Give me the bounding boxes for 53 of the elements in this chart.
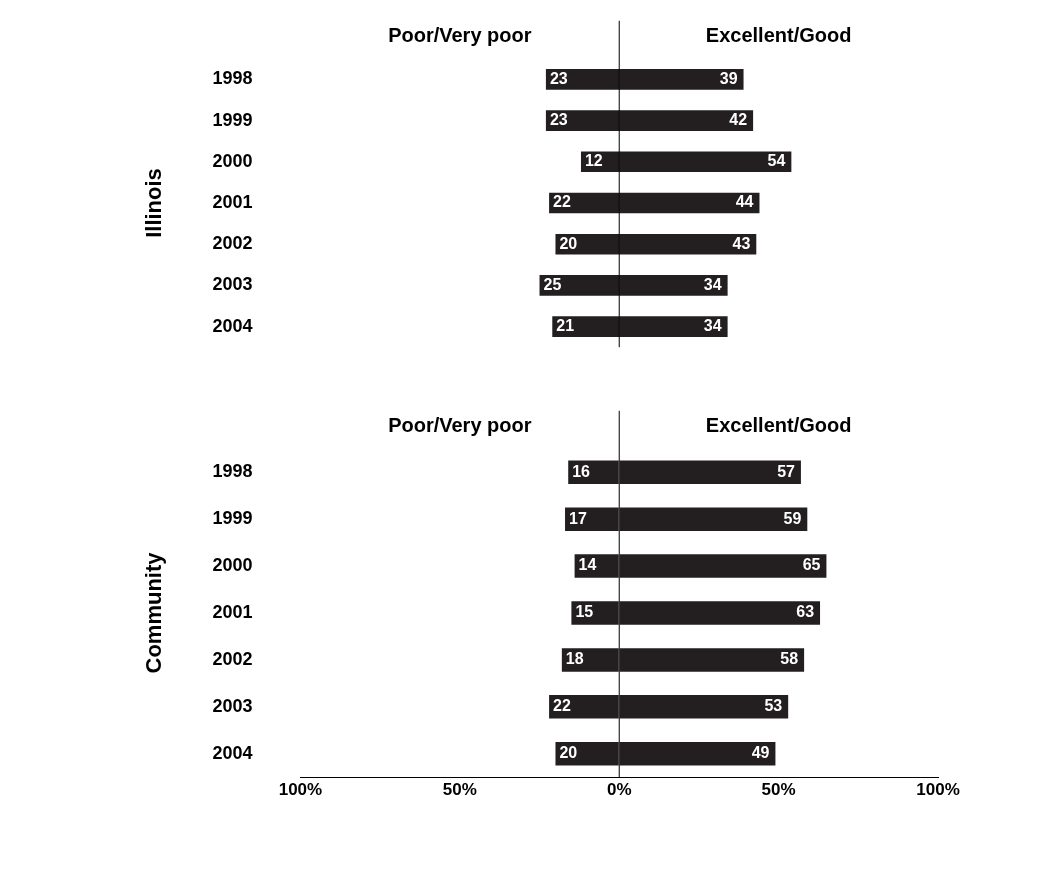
data-label: 12 [584, 152, 603, 170]
y-tick-label: 1998 [212, 461, 253, 482]
y-axis-title: Community [141, 551, 167, 674]
data-label: 14 [578, 556, 597, 574]
data-label: 17 [569, 509, 587, 527]
y-tick-label: 2002 [212, 233, 253, 254]
data-label: 49 [751, 744, 770, 762]
data-label: 53 [764, 697, 783, 715]
y-tick-label: 2004 [212, 742, 253, 763]
data-label: 18 [565, 650, 584, 668]
data-label: 57 [777, 462, 796, 480]
series-label: Excellent/Good [705, 414, 852, 437]
y-tick-label: 1998 [212, 68, 253, 89]
y-tick-label: 2001 [212, 601, 253, 622]
data-label: 54 [767, 152, 786, 170]
data-label: 20 [559, 234, 578, 252]
y-tick-label: 2000 [212, 150, 253, 171]
data-label: 22 [553, 193, 571, 211]
data-label: 16 [572, 462, 591, 480]
y-axis-title: Illinois [141, 168, 167, 238]
data-label: 20 [559, 744, 578, 762]
x-tick-label: 100% [916, 780, 960, 800]
text: Poor/Very poor [388, 414, 532, 437]
y-tick-label: 2003 [212, 274, 253, 295]
x-tick-label: 50% [442, 780, 477, 800]
data-label: 42 [729, 111, 748, 129]
data-label: 34 [703, 317, 722, 335]
x-tick-label: 0% [606, 780, 632, 800]
data-label: 23 [549, 111, 568, 129]
data-label: 21 [556, 317, 575, 335]
data-label: 22 [553, 697, 571, 715]
data-label: 23 [549, 69, 568, 87]
series-label: Poor/Very poor [388, 24, 532, 47]
y-tick-label: 1999 [212, 508, 253, 529]
y-tick-label: 2003 [212, 695, 253, 716]
data-label: 59 [783, 509, 802, 527]
y-tick-label: 2002 [212, 648, 253, 669]
data-label: 44 [735, 193, 754, 211]
y-tick-label: 2001 [212, 191, 253, 212]
data-label: 58 [780, 650, 799, 668]
data-label: 65 [802, 556, 821, 574]
y-tick-label: 2004 [212, 315, 253, 336]
x-tick-label: 50% [761, 780, 796, 800]
data-label: 43 [732, 234, 751, 252]
y-tick-label: 2000 [212, 555, 253, 576]
data-label: 25 [543, 275, 562, 293]
data-label: 34 [703, 275, 722, 293]
x-tick-label: 100% [278, 780, 323, 800]
data-label: 15 [575, 603, 594, 621]
y-tick-label: 1999 [212, 109, 253, 130]
data-label: 39 [719, 69, 738, 87]
series-label: Excellent/Good [705, 24, 852, 47]
data-label: 63 [796, 603, 815, 621]
